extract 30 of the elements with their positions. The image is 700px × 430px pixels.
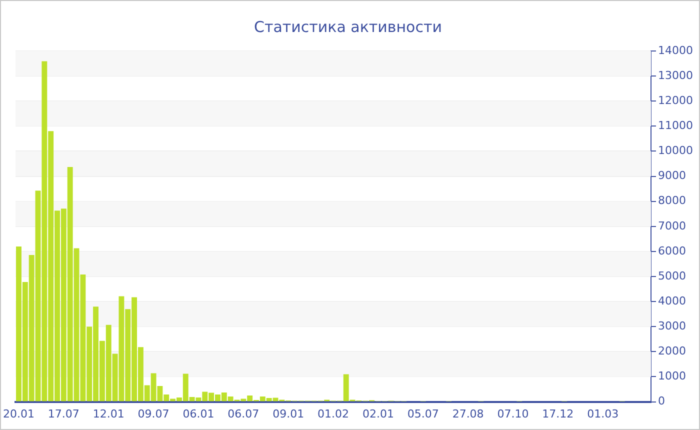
y-tick-label: 10000 (658, 144, 694, 158)
y-tick-label: 0 (658, 394, 666, 408)
y-tick-label: 1000 (658, 370, 686, 383)
y-tick-label: 12000 (658, 94, 694, 107)
y-tick-label: 7000 (658, 219, 686, 232)
y-tick-label: 11000 (658, 119, 694, 132)
y-tick-label: 5000 (658, 269, 686, 282)
x-tick-label: 01.03 (587, 407, 619, 420)
y-tick-label: 8000 (658, 194, 686, 208)
y-tick-label: 14000 (658, 44, 694, 57)
x-tick-label: 12.01 (92, 407, 124, 420)
x-tick-label: 27.08 (452, 407, 484, 420)
x-tick-label: 05.07 (407, 407, 439, 420)
y-tick-label: 3000 (658, 319, 686, 332)
y-tick-label: 6000 (658, 244, 686, 258)
y-tick-label: 4000 (658, 294, 686, 308)
x-tick-label: 20.01 (2, 407, 34, 420)
chart-title: Статистика активности (254, 18, 442, 36)
x-tick-label: 01.02 (318, 407, 350, 420)
x-tick-label: 06.01 (182, 407, 214, 420)
x-tick-label: 02.01 (362, 407, 394, 420)
x-tick-label: 17.07 (48, 407, 80, 420)
x-tick-label: 07.10 (497, 407, 529, 420)
y-tick-label: 9000 (658, 169, 686, 182)
y-tick-label: 2000 (658, 344, 686, 358)
x-tick-label: 17.12 (542, 407, 574, 420)
x-tick-label: 06.07 (228, 407, 260, 420)
x-tick-label: 09.07 (138, 407, 170, 420)
x-tick-label: 09.01 (272, 407, 304, 420)
y-tick-label: 13000 (658, 68, 694, 82)
